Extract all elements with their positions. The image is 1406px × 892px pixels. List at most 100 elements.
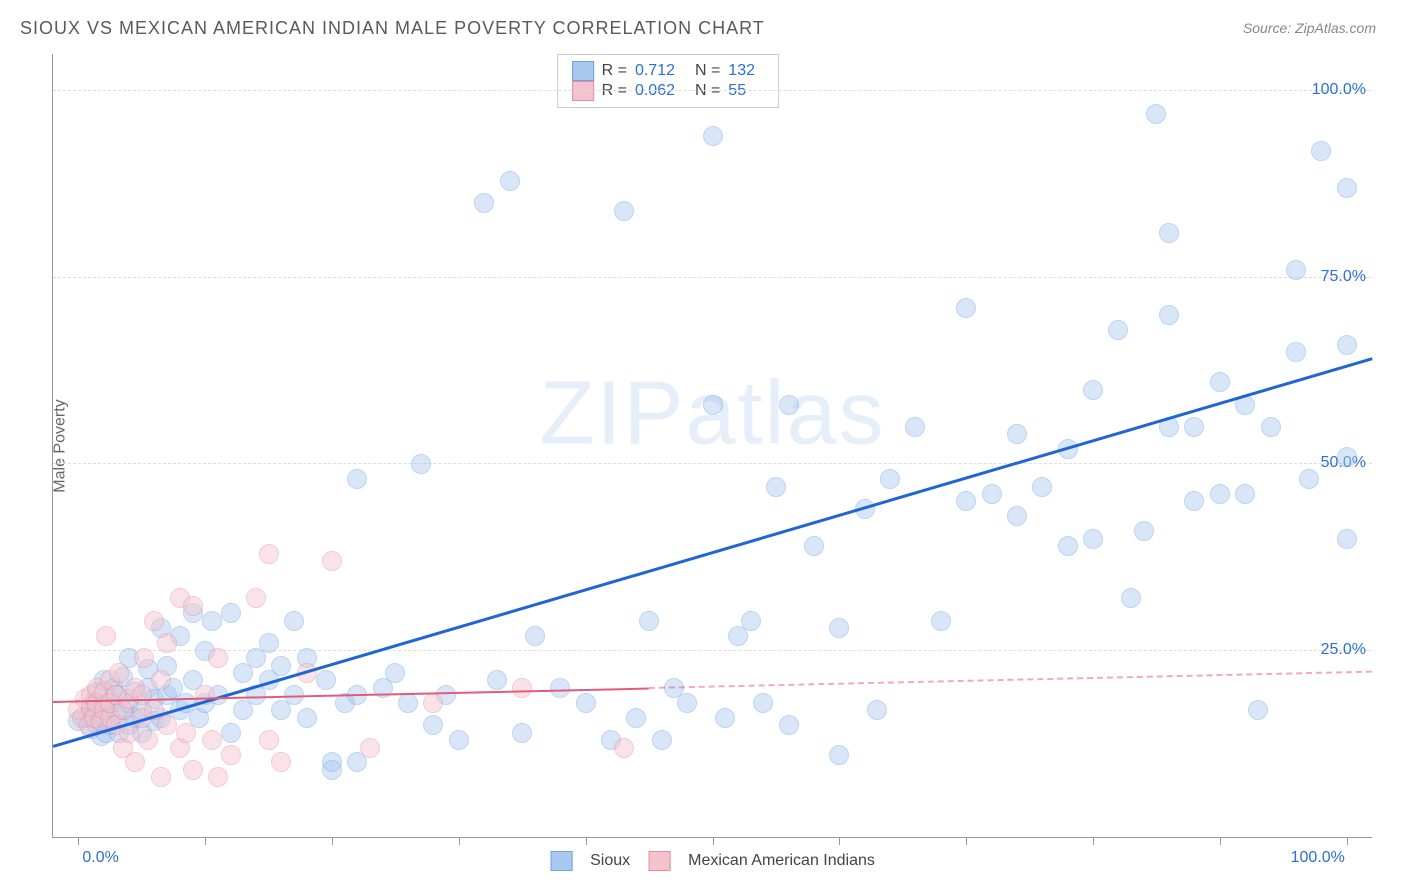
legend-swatch xyxy=(572,61,594,81)
legend-swatch xyxy=(648,851,670,871)
gridline xyxy=(53,463,1372,464)
r-label: R = xyxy=(602,62,627,80)
data-point xyxy=(931,611,951,631)
data-point xyxy=(151,767,171,787)
data-point xyxy=(96,626,116,646)
data-point xyxy=(125,752,145,772)
x-tick xyxy=(1347,837,1348,845)
data-point xyxy=(1184,417,1204,437)
data-point xyxy=(109,663,129,683)
data-point xyxy=(1083,529,1103,549)
data-point xyxy=(500,171,520,191)
data-point xyxy=(1159,305,1179,325)
data-point xyxy=(1286,260,1306,280)
data-point xyxy=(626,708,646,728)
source-label: Source: ZipAtlas.com xyxy=(1243,20,1376,36)
data-point xyxy=(1248,700,1268,720)
data-point xyxy=(208,767,228,787)
data-point xyxy=(474,193,494,213)
x-tick xyxy=(205,837,206,845)
data-point xyxy=(259,730,279,750)
chart-title: SIOUX VS MEXICAN AMERICAN INDIAN MALE PO… xyxy=(20,18,765,39)
data-point xyxy=(652,730,672,750)
data-point xyxy=(134,648,154,668)
data-point xyxy=(1007,424,1027,444)
data-point xyxy=(880,469,900,489)
data-point xyxy=(1032,477,1052,497)
data-point xyxy=(905,417,925,437)
data-point xyxy=(1337,335,1357,355)
x-tick xyxy=(713,837,714,845)
r-value: 0.712 xyxy=(635,62,687,80)
data-point xyxy=(138,730,158,750)
data-point xyxy=(1007,506,1027,526)
data-point xyxy=(677,693,697,713)
data-point xyxy=(259,633,279,653)
data-point xyxy=(322,551,342,571)
x-tick-label: 0.0% xyxy=(82,849,118,867)
data-point xyxy=(1083,380,1103,400)
legend-label: Sioux xyxy=(590,852,630,870)
data-point xyxy=(512,678,532,698)
data-point xyxy=(202,611,222,631)
data-point xyxy=(1058,536,1078,556)
data-point xyxy=(779,715,799,735)
data-point xyxy=(867,700,887,720)
data-point xyxy=(322,760,342,780)
x-tick xyxy=(966,837,967,845)
data-point xyxy=(512,723,532,743)
data-point xyxy=(829,745,849,765)
data-point xyxy=(487,670,507,690)
data-point xyxy=(360,738,380,758)
data-point xyxy=(1134,521,1154,541)
data-point xyxy=(221,723,241,743)
trend-line xyxy=(649,671,1372,689)
data-point xyxy=(271,752,291,772)
x-tick-label: 100.0% xyxy=(1291,849,1345,867)
data-point xyxy=(1210,484,1230,504)
data-point xyxy=(398,693,418,713)
data-point xyxy=(715,708,735,728)
data-point xyxy=(1299,469,1319,489)
data-point xyxy=(449,730,469,750)
data-point xyxy=(779,395,799,415)
data-point xyxy=(411,454,431,474)
data-point xyxy=(550,678,570,698)
data-point xyxy=(956,491,976,511)
data-point xyxy=(246,588,266,608)
data-point xyxy=(1210,372,1230,392)
data-point xyxy=(183,760,203,780)
data-point xyxy=(259,544,279,564)
n-label: N = xyxy=(695,62,720,80)
data-point xyxy=(208,648,228,668)
data-point xyxy=(1184,491,1204,511)
legend-row: R = 0.712 N = 132 xyxy=(572,61,765,81)
data-point xyxy=(1146,104,1166,124)
series-legend: SiouxMexican American Indians xyxy=(550,851,875,871)
data-point xyxy=(423,693,443,713)
data-point xyxy=(157,715,177,735)
data-point xyxy=(956,298,976,318)
x-tick xyxy=(332,837,333,845)
gridline xyxy=(53,277,1372,278)
data-point xyxy=(151,670,171,690)
x-tick xyxy=(586,837,587,845)
x-tick xyxy=(78,837,79,845)
data-point xyxy=(1121,588,1141,608)
x-tick xyxy=(1093,837,1094,845)
data-point xyxy=(423,715,443,735)
data-point xyxy=(829,618,849,638)
data-point xyxy=(347,469,367,489)
data-point xyxy=(1108,320,1128,340)
data-point xyxy=(1337,447,1357,467)
data-point xyxy=(221,745,241,765)
n-value: 132 xyxy=(728,62,764,80)
gridline xyxy=(53,90,1372,91)
data-point xyxy=(525,626,545,646)
data-point xyxy=(766,477,786,497)
x-tick xyxy=(839,837,840,845)
data-point xyxy=(1235,484,1255,504)
data-point xyxy=(804,536,824,556)
data-point xyxy=(202,730,222,750)
x-tick xyxy=(459,837,460,845)
